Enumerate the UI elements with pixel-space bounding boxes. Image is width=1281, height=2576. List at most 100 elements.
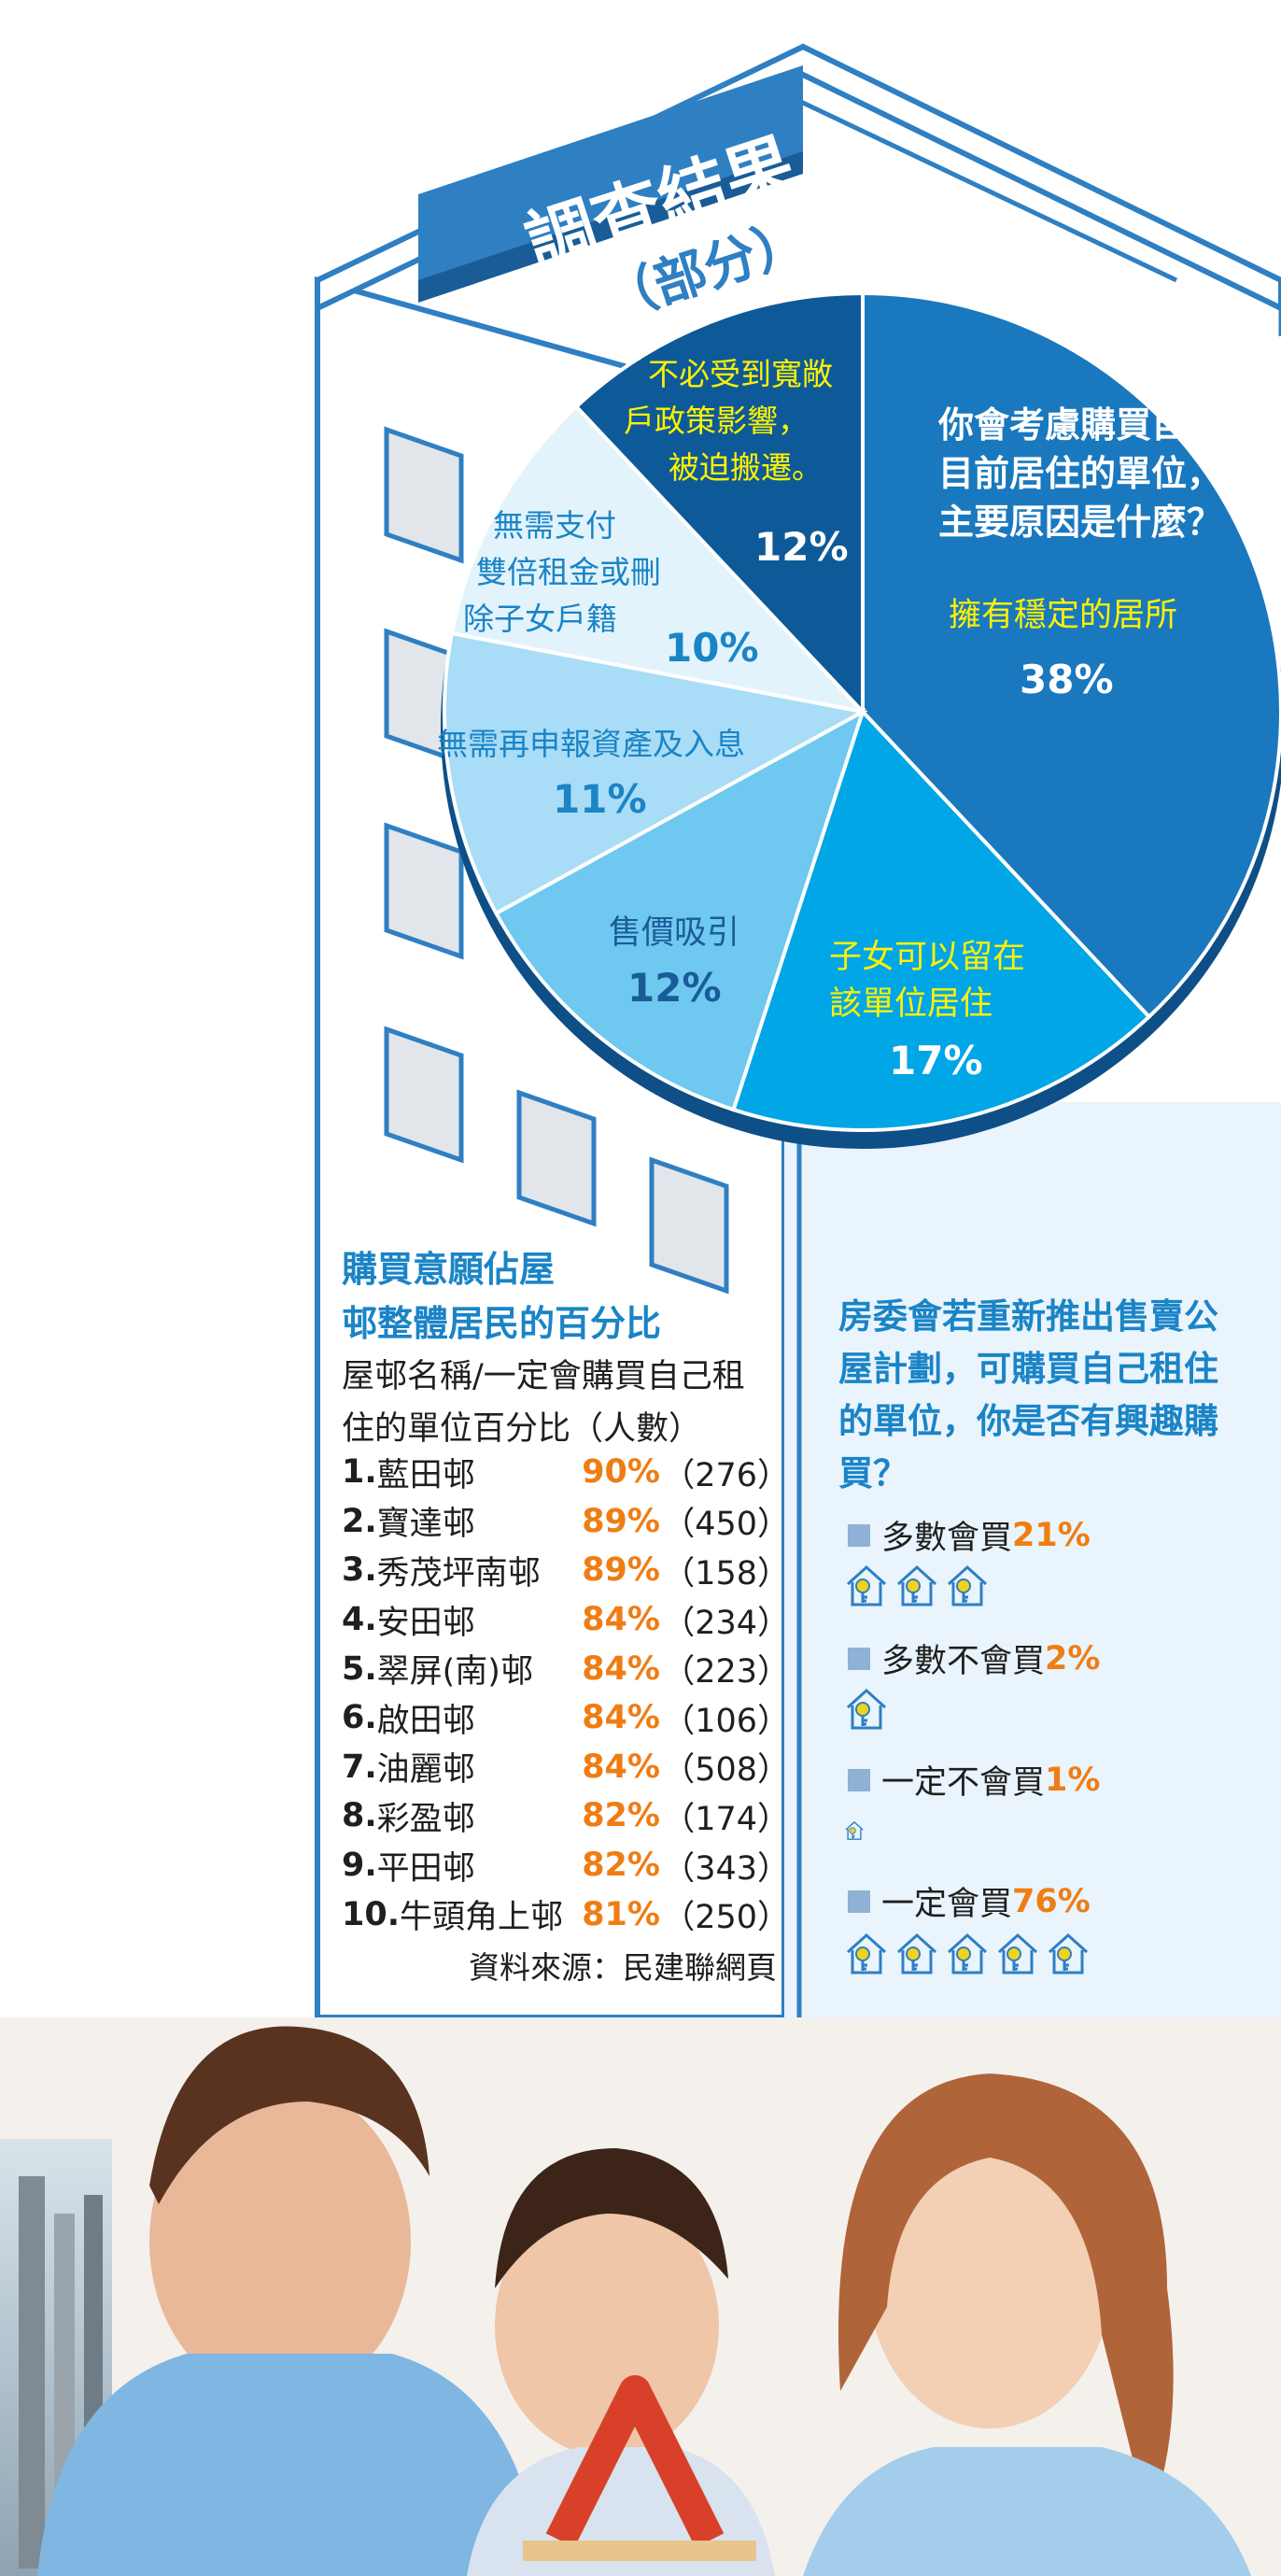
legend-square-icon — [848, 1890, 870, 1913]
ranking-row: 6. 啟田邨 84% （106） — [342, 1693, 790, 1743]
interest-option-percent: 76% — [1012, 1882, 1091, 1920]
family-photo — [0, 2017, 1281, 2576]
slice-pct-no-declare: 11% — [553, 776, 647, 822]
interest-option-percent: 21% — [1012, 1516, 1091, 1554]
ranking-percent: 82% — [582, 1847, 660, 1885]
ranking-no: 4. — [342, 1601, 377, 1639]
ranking-count: （223） — [662, 1653, 790, 1691]
slice-label-price: 售價吸引 — [609, 914, 739, 952]
ranking-row: 2. 寶達邨 89% （450） — [342, 1497, 790, 1547]
building-right-face — [784, 1102, 1281, 2017]
ranking-row: 5. 翠屏(南)邨 84% （223） — [342, 1644, 790, 1693]
house-key-icon — [844, 1687, 889, 1735]
pie-slice-children — [731, 708, 1152, 1132]
ranking-count: （450） — [662, 1506, 790, 1544]
interest-option: 一定會買 76% — [848, 1877, 1091, 1925]
ranking-row: 1. 藍田邨 90% （276） — [342, 1448, 790, 1497]
ranking-estate-name: 秀茂坪南邨 — [376, 1554, 541, 1592]
ranking-no: 1. — [342, 1453, 377, 1492]
slice-pct-no-double-rent: 10% — [665, 625, 759, 671]
pie-labels: 你會考慮購買自己 目前居住的單位， 主要原因是什麼？ 擁有穩定的居所 38% 子… — [437, 356, 1222, 1083]
pie-slice-no-double-rent — [449, 403, 868, 715]
house-key-icon — [1046, 1932, 1091, 1980]
pie-chart — [443, 290, 1281, 1132]
interest-option-label: 一定不會買 — [881, 1764, 1046, 1802]
pie-question-line1: 你會考慮購買自己 — [937, 404, 1222, 446]
title-banner — [418, 65, 803, 303]
interest-question-line2: 屋計劃，可購買自己租住 — [838, 1349, 1218, 1389]
ranking-no: 3. — [342, 1551, 377, 1590]
house-key-icon — [894, 1564, 939, 1612]
slice-label-children-l2: 該單位居住 — [829, 985, 992, 1023]
interest-option-percent: 2% — [1045, 1639, 1101, 1677]
slice-label-policy-l1: 不必受到寬敞 — [648, 356, 833, 392]
ranking-table: 1. 藍田邨 90% （276） 2. 寶達邨 89% （450） 3. 秀茂坪南邨 89% （158… — [342, 1448, 790, 1939]
ranking-estate-name: 安田邨 — [376, 1604, 475, 1642]
house-icon-row — [844, 1687, 889, 1735]
pie-question-line2: 目前居住的單位， — [938, 453, 1222, 494]
interest-option: 多數不會買 2% — [848, 1635, 1100, 1682]
ranking-percent: 89% — [582, 1551, 660, 1590]
slice-label-children-l1: 子女可以留在 — [829, 939, 1025, 976]
interest-option: 多數會買 21% — [848, 1511, 1091, 1559]
slice-pct-stable-home: 38% — [1020, 657, 1114, 702]
ranking-estate-name: 平田邨 — [376, 1849, 475, 1888]
slice-label-policy-l2: 戶政策影響， — [624, 403, 809, 439]
house-key-icon — [995, 1932, 1040, 1980]
ranking-row: 8. 彩盈邨 82% （174） — [342, 1791, 790, 1841]
ranking-estate-name: 藍田邨 — [376, 1456, 475, 1494]
ranking-percent: 84% — [582, 1601, 660, 1639]
slice-pct-price: 12% — [627, 965, 722, 1011]
ranking-percent: 84% — [582, 1649, 660, 1688]
slice-label-stable-home: 擁有穩定的居所 — [949, 597, 1177, 634]
house-key-icon — [945, 1564, 990, 1612]
ranking-no: 8. — [342, 1797, 377, 1835]
slice-pct-policy: 12% — [754, 524, 849, 570]
ranking-no: 5. — [342, 1649, 377, 1688]
house-icon-row — [844, 1808, 865, 1857]
interest-question-line1: 房委會若重新推出售賣公 — [838, 1296, 1218, 1337]
house-key-icon — [945, 1932, 990, 1980]
ranking-count: （276） — [662, 1456, 790, 1494]
interest-option-label: 多數不會買 — [881, 1643, 1046, 1680]
house-key-icon — [844, 1932, 889, 1980]
interest-option-percent: 1% — [1045, 1761, 1101, 1799]
ranking-row: 4. 安田邨 84% （234） — [342, 1595, 790, 1645]
slice-label-no-double-rent-l3: 除子女戶籍 — [463, 601, 617, 637]
ranking-percent: 81% — [582, 1895, 660, 1933]
source-note: 資料來源：民建聯網頁 — [469, 1949, 777, 1986]
ranking-percent: 84% — [582, 1699, 660, 1737]
legend-square-icon — [848, 1768, 870, 1791]
pie-slice-price — [493, 707, 866, 1112]
ranking-title: 購買意願佔屋 邨整體居民的百分比 — [342, 1242, 809, 1351]
ranking-count: （234） — [662, 1604, 790, 1642]
house-key-icon — [844, 1564, 889, 1612]
ranking-no: 6. — [342, 1699, 377, 1737]
ranking-count: （174） — [662, 1800, 790, 1838]
pie-slice-no-declare — [443, 630, 868, 916]
legend-square-icon — [848, 1647, 870, 1670]
pie-slice-policy — [573, 290, 865, 717]
ranking-count: （158） — [662, 1554, 790, 1592]
slice-label-no-double-rent-l1: 無需支付 — [493, 507, 616, 544]
slice-label-policy-l3: 被迫搬遷。 — [669, 449, 823, 486]
ranking-no: 7. — [342, 1748, 377, 1786]
house-key-icon — [894, 1932, 939, 1980]
ranking-estate-name: 啟田邨 — [376, 1702, 475, 1740]
ranking-row: 9. 平田邨 82% （343） — [342, 1841, 790, 1890]
ranking-percent: 90% — [582, 1453, 660, 1492]
interest-option-label: 多數會買 — [881, 1520, 1013, 1557]
slice-pct-children: 17% — [889, 1038, 983, 1083]
ranking-count: （250） — [662, 1899, 790, 1937]
ranking-estate-name: 寶達邨 — [376, 1506, 475, 1544]
ranking-estate-name: 彩盈邨 — [376, 1800, 475, 1838]
house-key-partial-icon — [844, 1808, 865, 1857]
interest-question-line3: 的單位，你是否有興趣購 — [838, 1401, 1218, 1441]
ranking-row: 10. 牛頭角上邨 81% （250） — [342, 1890, 790, 1939]
slice-label-no-declare: 無需再申報資產及入息 — [437, 726, 745, 762]
ranking-subtitle-line1: 屋邨名稱/一定會購買自己租 — [342, 1358, 745, 1395]
ranking-count: （343） — [662, 1849, 790, 1888]
ranking-percent: 82% — [582, 1797, 660, 1835]
